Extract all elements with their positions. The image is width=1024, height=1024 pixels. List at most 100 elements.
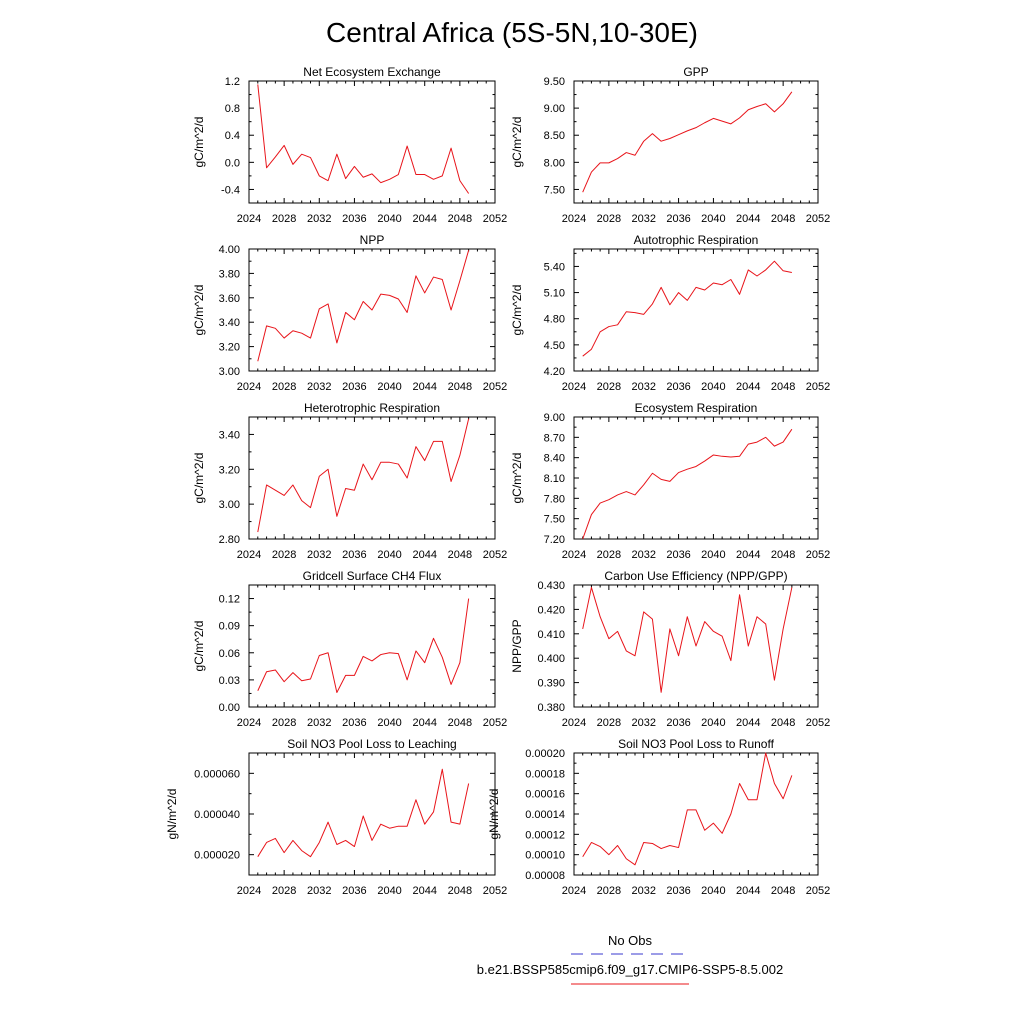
plot-frame [573,752,819,876]
x-tick-label: 2036 [342,549,366,561]
panel-title: Soil NO3 Pool Loss to Runoff [618,737,775,751]
x-tick-label: 2024 [562,381,586,393]
panel-6: Ecosystem Respiration gC/m^2/d 2024 2028 203… [510,401,830,561]
x-tick-label: 2052 [483,885,507,897]
x-tick-label: 2028 [272,717,296,729]
x-tick-label: 2052 [483,213,507,225]
x-tick-label: 2040 [377,885,401,897]
x-tick-label: 2028 [597,381,621,393]
y-tick-label: 4.00 [219,244,240,256]
panel-9: Soil NO3 Pool Loss to Leaching gN/m^2/d 20… [165,737,507,897]
x-tick-label: 2036 [666,885,690,897]
x-tick-label: 2040 [701,213,725,225]
plot-frame [248,80,496,204]
y-tick-label: 0.00 [219,702,240,714]
x-tick-label: 2028 [272,549,296,561]
y-tick-label: 0.00008 [525,870,565,882]
panel-title: Net Ecosystem Exchange [303,65,441,79]
x-tick-label: 2036 [666,549,690,561]
x-tick-label: 2028 [272,381,296,393]
y-tick-label: 7.50 [544,184,565,196]
x-tick-label: 2032 [631,549,655,561]
x-tick-label: 2032 [631,381,655,393]
y-tick-label: 1.2 [225,76,240,88]
x-tick-label: 2044 [412,885,436,897]
y-tick-label: 0.0 [225,157,240,169]
y-axis-label: gC/m^2/d [192,453,206,504]
x-tick-label: 2048 [771,213,795,225]
y-tick-label: 3.80 [219,268,240,280]
y-tick-label: -0.4 [221,184,240,196]
y-tick-label: 9.50 [544,76,565,88]
plot-frame [573,80,819,204]
series-line [582,91,793,193]
plot-frame [248,584,496,708]
y-tick-label: 0.00016 [525,789,565,801]
series-line [257,84,470,194]
y-tick-label: 0.420 [537,604,565,616]
x-tick-label: 2036 [342,381,366,393]
x-tick-label: 2024 [562,213,586,225]
x-tick-label: 2052 [806,885,830,897]
x-tick-label: 2044 [736,549,760,561]
y-tick-label: 5.40 [544,261,565,273]
series-line [257,250,470,362]
y-tick-label: 5.10 [544,288,565,300]
x-tick-label: 2048 [771,549,795,561]
x-tick-label: 2052 [483,381,507,393]
panel-title: Gridcell Surface CH4 Flux [303,569,442,583]
panel-7: Gridcell Surface CH4 Flux gC/m^2/d 2024 202… [192,569,507,729]
panel-title: NPP [360,233,385,247]
x-tick-label: 2032 [631,717,655,729]
x-tick-label: 2036 [666,717,690,729]
plot-frame [248,752,496,876]
y-tick-label: 0.00018 [525,768,565,780]
plot-frame [573,248,819,372]
x-tick-label: 2040 [377,549,401,561]
series-line [257,768,470,858]
x-tick-label: 2032 [631,213,655,225]
panel-3: NPP gC/m^2/d 2024 2028 2032 2036 2040 2044 2048 2… [192,233,507,393]
panel-title: Soil NO3 Pool Loss to Leaching [287,737,456,751]
y-axis-label: gC/m^2/d [192,117,206,168]
x-tick-label: 2052 [483,549,507,561]
y-tick-label: 9.00 [544,412,565,424]
legend-obs-label: No Obs [608,933,653,948]
x-tick-label: 2036 [342,717,366,729]
y-tick-label: 7.50 [544,514,565,526]
y-tick-label: 3.00 [219,499,240,511]
x-tick-label: 2048 [448,885,472,897]
x-tick-label: 2040 [377,213,401,225]
x-tick-label: 2036 [342,885,366,897]
y-tick-label: 8.50 [544,130,565,142]
y-tick-label: 0.390 [537,678,565,690]
y-axis-label: gC/m^2/d [510,453,524,504]
x-tick-label: 2040 [701,885,725,897]
x-tick-label: 2032 [307,381,331,393]
y-axis-label: gC/m^2/d [192,285,206,336]
y-tick-label: 0.8 [225,103,240,115]
y-tick-label: 7.20 [544,534,565,546]
y-tick-label: 4.20 [544,366,565,378]
x-tick-label: 2024 [237,885,261,897]
x-tick-label: 2024 [237,381,261,393]
panel-title: Autotrophic Respiration [634,233,759,247]
x-tick-label: 2044 [736,717,760,729]
panel-title: Heterotrophic Respiration [304,401,440,415]
y-tick-label: 0.12 [219,594,240,606]
y-axis-label: gC/m^2/d [510,117,524,168]
x-tick-label: 2048 [448,381,472,393]
figure-title: Central Africa (5S-5N,10-30E) [326,17,698,48]
x-tick-label: 2048 [771,381,795,393]
y-axis-label: NPP/GPP [510,619,524,672]
x-tick-label: 2048 [771,717,795,729]
y-axis-label: gC/m^2/d [192,621,206,672]
x-tick-label: 2032 [307,717,331,729]
x-tick-label: 2032 [631,885,655,897]
x-tick-label: 2040 [701,381,725,393]
y-tick-label: 8.10 [544,473,565,485]
panel-2: GPP gC/m^2/d 2024 2028 2032 2036 2040 2044 2048 2… [510,65,830,225]
plot-frame [248,416,496,540]
x-tick-label: 2044 [412,381,436,393]
